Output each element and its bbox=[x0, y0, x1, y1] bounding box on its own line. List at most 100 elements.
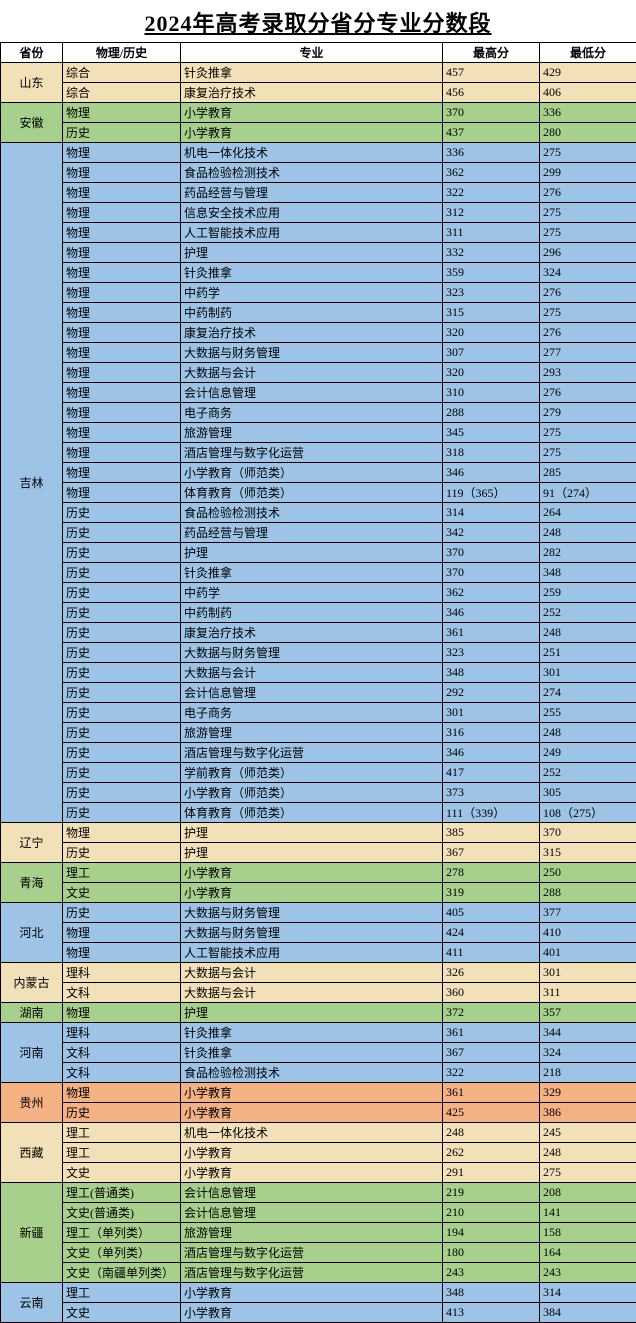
subject-cell: 文史 bbox=[63, 1163, 181, 1183]
subject-cell: 历史 bbox=[63, 903, 181, 923]
table-row: 历史大数据与会计348301 bbox=[1, 663, 636, 683]
header-min: 最低分 bbox=[540, 43, 636, 63]
major-cell: 小学教育 bbox=[181, 863, 443, 883]
subject-cell: 物理 bbox=[63, 463, 181, 483]
max-score-cell: 316 bbox=[443, 723, 540, 743]
table-row: 物理针灸推拿359324 bbox=[1, 263, 636, 283]
province-cell: 湖南 bbox=[1, 1003, 63, 1023]
table-row: 历史电子商务301255 bbox=[1, 703, 636, 723]
subject-cell: 文科 bbox=[63, 1063, 181, 1083]
province-cell: 贵州 bbox=[1, 1083, 63, 1123]
max-score-cell: 424 bbox=[443, 923, 540, 943]
subject-cell: 历史 bbox=[63, 703, 181, 723]
min-score-cell: 248 bbox=[540, 723, 636, 743]
major-cell: 小学教育（师范类） bbox=[181, 463, 443, 483]
table-row: 辽宁物理护理385370 bbox=[1, 823, 636, 843]
score-table: 省份 物理/历史 专业 最高分 最低分 山东综合针灸推拿457429综合康复治疗… bbox=[0, 42, 636, 1323]
max-score-cell: 262 bbox=[443, 1143, 540, 1163]
table-row: 文史小学教育413384 bbox=[1, 1303, 636, 1323]
max-score-cell: 322 bbox=[443, 1063, 540, 1083]
subject-cell: 历史 bbox=[63, 603, 181, 623]
max-score-cell: 370 bbox=[443, 563, 540, 583]
min-score-cell: 324 bbox=[540, 1043, 636, 1063]
max-score-cell: 385 bbox=[443, 823, 540, 843]
max-score-cell: 307 bbox=[443, 343, 540, 363]
table-row: 文史（单列类）酒店管理与数字化运营180164 bbox=[1, 1243, 636, 1263]
min-score-cell: 285 bbox=[540, 463, 636, 483]
table-row: 物理小学教育（师范类）346285 bbox=[1, 463, 636, 483]
page-title: 2024年高考录取分省分专业分数段 bbox=[0, 0, 636, 42]
major-cell: 小学教育 bbox=[181, 883, 443, 903]
min-score-cell: 324 bbox=[540, 263, 636, 283]
subject-cell: 历史 bbox=[63, 663, 181, 683]
max-score-cell: 346 bbox=[443, 603, 540, 623]
subject-cell: 物理 bbox=[63, 203, 181, 223]
max-score-cell: 301 bbox=[443, 703, 540, 723]
min-score-cell: 296 bbox=[540, 243, 636, 263]
min-score-cell: 251 bbox=[540, 643, 636, 663]
major-cell: 酒店管理与数字化运营 bbox=[181, 1243, 443, 1263]
table-row: 历史大数据与财务管理323251 bbox=[1, 643, 636, 663]
table-row: 理工小学教育262248 bbox=[1, 1143, 636, 1163]
table-row: 物理食品检验检测技术362299 bbox=[1, 163, 636, 183]
major-cell: 针灸推拿 bbox=[181, 63, 443, 83]
major-cell: 护理 bbox=[181, 543, 443, 563]
major-cell: 大数据与财务管理 bbox=[181, 903, 443, 923]
max-score-cell: 336 bbox=[443, 143, 540, 163]
major-cell: 酒店管理与数字化运营 bbox=[181, 1263, 443, 1283]
major-cell: 学前教育（师范类） bbox=[181, 763, 443, 783]
max-score-cell: 111（339） bbox=[443, 803, 540, 823]
province-cell: 内蒙古 bbox=[1, 963, 63, 1003]
subject-cell: 历史 bbox=[63, 683, 181, 703]
min-score-cell: 357 bbox=[540, 1003, 636, 1023]
min-score-cell: 384 bbox=[540, 1303, 636, 1323]
major-cell: 小学教育 bbox=[181, 1303, 443, 1323]
min-score-cell: 164 bbox=[540, 1243, 636, 1263]
min-score-cell: 264 bbox=[540, 503, 636, 523]
max-score-cell: 342 bbox=[443, 523, 540, 543]
min-score-cell: 248 bbox=[540, 623, 636, 643]
min-score-cell: 275 bbox=[540, 223, 636, 243]
min-score-cell: 344 bbox=[540, 1023, 636, 1043]
header-subject: 物理/历史 bbox=[63, 43, 181, 63]
header-major: 专业 bbox=[181, 43, 443, 63]
max-score-cell: 417 bbox=[443, 763, 540, 783]
major-cell: 护理 bbox=[181, 1003, 443, 1023]
max-score-cell: 360 bbox=[443, 983, 540, 1003]
subject-cell: 文史 bbox=[63, 883, 181, 903]
max-score-cell: 348 bbox=[443, 663, 540, 683]
min-score-cell: 243 bbox=[540, 1263, 636, 1283]
min-score-cell: 245 bbox=[540, 1123, 636, 1143]
max-score-cell: 359 bbox=[443, 263, 540, 283]
major-cell: 旅游管理 bbox=[181, 423, 443, 443]
min-score-cell: 276 bbox=[540, 283, 636, 303]
major-cell: 康复治疗技术 bbox=[181, 623, 443, 643]
table-row: 贵州物理小学教育361329 bbox=[1, 1083, 636, 1103]
subject-cell: 物理 bbox=[63, 363, 181, 383]
major-cell: 小学教育 bbox=[181, 103, 443, 123]
min-score-cell: 282 bbox=[540, 543, 636, 563]
table-row: 吉林物理机电一体化技术336275 bbox=[1, 143, 636, 163]
header-province: 省份 bbox=[1, 43, 63, 63]
max-score-cell: 345 bbox=[443, 423, 540, 443]
table-row: 河北历史大数据与财务管理405377 bbox=[1, 903, 636, 923]
major-cell: 体育教育（师范类） bbox=[181, 803, 443, 823]
subject-cell: 物理 bbox=[63, 1083, 181, 1103]
max-score-cell: 372 bbox=[443, 1003, 540, 1023]
major-cell: 大数据与会计 bbox=[181, 363, 443, 383]
max-score-cell: 194 bbox=[443, 1223, 540, 1243]
max-score-cell: 210 bbox=[443, 1203, 540, 1223]
min-score-cell: 314 bbox=[540, 1283, 636, 1303]
major-cell: 康复治疗技术 bbox=[181, 323, 443, 343]
max-score-cell: 362 bbox=[443, 583, 540, 603]
table-row: 历史会计信息管理292274 bbox=[1, 683, 636, 703]
max-score-cell: 312 bbox=[443, 203, 540, 223]
min-score-cell: 329 bbox=[540, 1083, 636, 1103]
table-row: 物理大数据与财务管理307277 bbox=[1, 343, 636, 363]
max-score-cell: 248 bbox=[443, 1123, 540, 1143]
subject-cell: 历史 bbox=[63, 783, 181, 803]
subject-cell: 物理 bbox=[63, 443, 181, 463]
min-score-cell: 277 bbox=[540, 343, 636, 363]
max-score-cell: 373 bbox=[443, 783, 540, 803]
major-cell: 小学教育 bbox=[181, 1103, 443, 1123]
